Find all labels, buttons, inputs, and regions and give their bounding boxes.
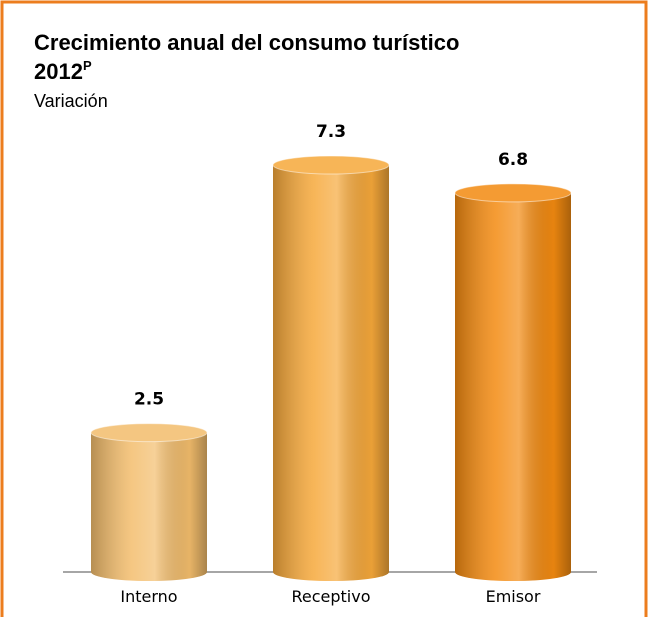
bar-top <box>90 423 208 443</box>
chart-title: Crecimiento anual del consumo turístico 2… <box>34 30 459 84</box>
bar-top <box>454 183 572 203</box>
value-label: 2.5 <box>134 390 164 410</box>
chart-subtitle: Variación <box>34 91 108 111</box>
bar-shade <box>455 192 571 572</box>
x-tick-label: Receptivo <box>291 587 370 606</box>
bar-top-shade <box>91 423 207 442</box>
value-label: 7.3 <box>316 122 346 142</box>
bar-shade <box>91 432 207 572</box>
bar-top-shade <box>273 156 389 174</box>
value-label: 6.8 <box>498 150 528 170</box>
bar-top-shade <box>455 183 571 202</box>
x-tick-label: Emisor <box>486 587 541 606</box>
title-superscript: P <box>83 58 92 73</box>
x-tick-label: Interno <box>120 587 177 606</box>
bar-top <box>272 155 390 175</box>
bar-shade <box>273 165 389 572</box>
